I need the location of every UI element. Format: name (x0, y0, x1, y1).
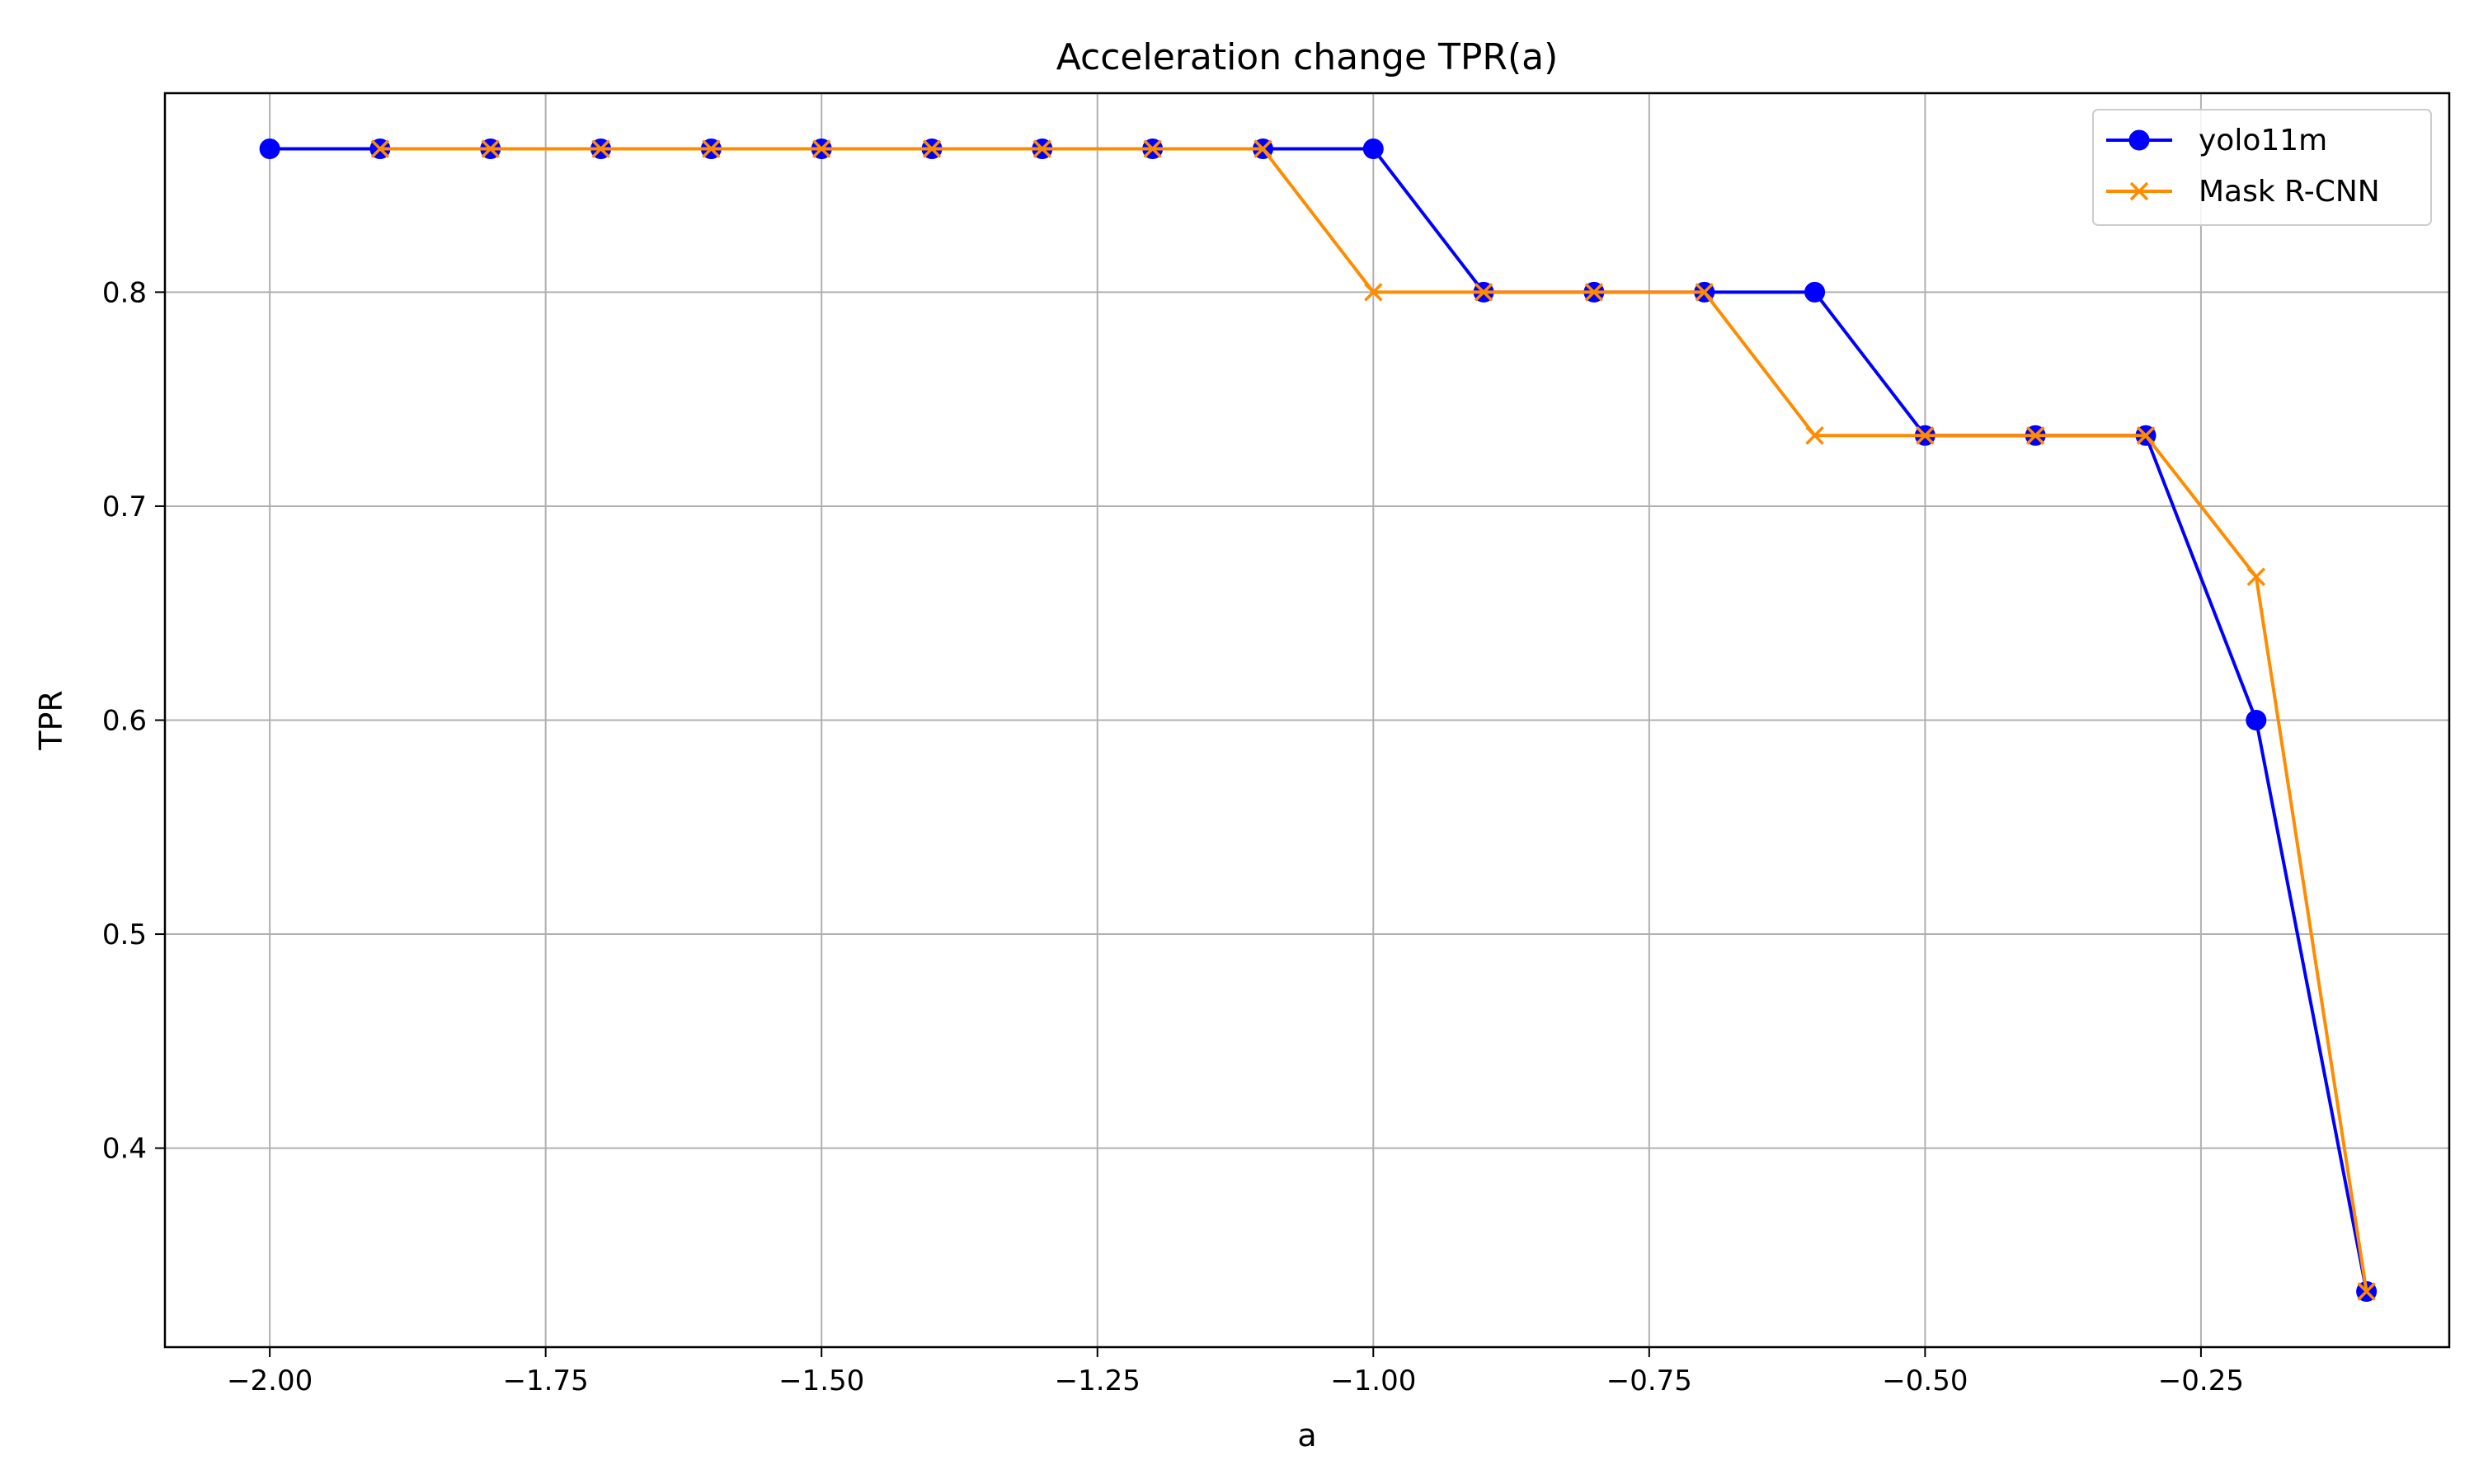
data-point-marker (481, 139, 500, 158)
marker-stroke (1143, 139, 1162, 158)
data-point-marker (2246, 710, 2267, 730)
marker-stroke (1695, 283, 1714, 302)
marker-stroke (922, 139, 942, 158)
marker-stroke (1916, 426, 1935, 445)
marker-stroke (811, 139, 831, 158)
marker-stroke (1364, 283, 1383, 302)
marker-stroke (2246, 567, 2266, 586)
data-point-marker (1362, 138, 1384, 159)
y-tick-label: 0.4 (102, 1133, 147, 1166)
marker-stroke (702, 139, 721, 158)
marker-stroke (1805, 426, 1824, 445)
marker-stroke (1474, 283, 1493, 302)
x-tick-label: −0.75 (1606, 1364, 1692, 1397)
marker-stroke (2129, 181, 2149, 201)
legend-item: Mask R-CNN (2106, 175, 2380, 209)
marker-stroke (591, 139, 610, 158)
x-tick-label: −2.00 (227, 1364, 313, 1397)
legend-label: yolo11m (2199, 124, 2327, 157)
data-point-marker (2357, 1282, 2376, 1301)
x-tick-label: −1.25 (1055, 1364, 1141, 1397)
data-point-marker (2129, 181, 2149, 201)
data-point-marker (2025, 426, 2045, 445)
data-point-marker (1032, 139, 1052, 158)
legend-label: Mask R-CNN (2199, 175, 2380, 209)
data-point-marker (811, 139, 831, 158)
data-point-marker (922, 139, 942, 158)
x-tick-label: −1.00 (1330, 1364, 1416, 1397)
x-tick-label: −0.25 (2158, 1364, 2244, 1397)
data-point-marker (591, 139, 610, 158)
data-point-marker (2136, 426, 2156, 445)
series-mask-r-cnn (370, 139, 2376, 1301)
legend-item: yolo11m (2106, 124, 2327, 157)
data-point-marker (370, 139, 390, 158)
data-point-marker (1916, 426, 1935, 445)
marker-stroke (481, 139, 500, 158)
marker-stroke (1584, 283, 1604, 302)
data-point-marker (1364, 283, 1383, 302)
x-tick-label: −1.50 (778, 1364, 864, 1397)
x-tick-label: −1.75 (503, 1364, 589, 1397)
data-point-marker (1805, 426, 1824, 445)
data-point-marker (1695, 283, 1714, 302)
data-point-marker (702, 139, 721, 158)
chart-title: Acceleration change TPR(a) (1056, 36, 1559, 78)
marker-stroke (2357, 1282, 2376, 1301)
legend-box (2092, 109, 2432, 226)
tick-layer: −2.00 −1.75 −1.50 −1.25 −1.00 −0.75 −0.50 −0.25… (102, 276, 2244, 1397)
data-point-marker (1253, 139, 1272, 158)
marker-stroke (2025, 426, 2045, 445)
data-point-marker (1584, 283, 1604, 302)
marker-stroke (1253, 139, 1272, 158)
series-layer (259, 138, 2378, 1303)
y-tick-label: 0.6 (102, 705, 147, 738)
marker-stroke (2136, 426, 2156, 445)
grid-layer (165, 93, 2449, 1347)
x-tick-label: −0.50 (1882, 1364, 1968, 1397)
data-point-marker (1804, 281, 1826, 303)
y-axis-label: TPR (33, 690, 69, 751)
data-point-marker (2128, 129, 2150, 151)
data-point-marker (1474, 283, 1493, 302)
data-point-marker (259, 138, 280, 159)
marker-stroke (370, 139, 390, 158)
y-tick-label: 0.7 (102, 491, 147, 524)
data-point-marker (1143, 139, 1162, 158)
x-axis-label: a (1297, 1417, 1316, 1453)
legend: yolo11m Mask R-CNN (2092, 109, 2432, 226)
marker-stroke (1032, 139, 1052, 158)
y-tick-label: 0.5 (102, 918, 147, 951)
y-tick-label: 0.8 (102, 276, 147, 309)
data-point-marker (2246, 567, 2266, 586)
